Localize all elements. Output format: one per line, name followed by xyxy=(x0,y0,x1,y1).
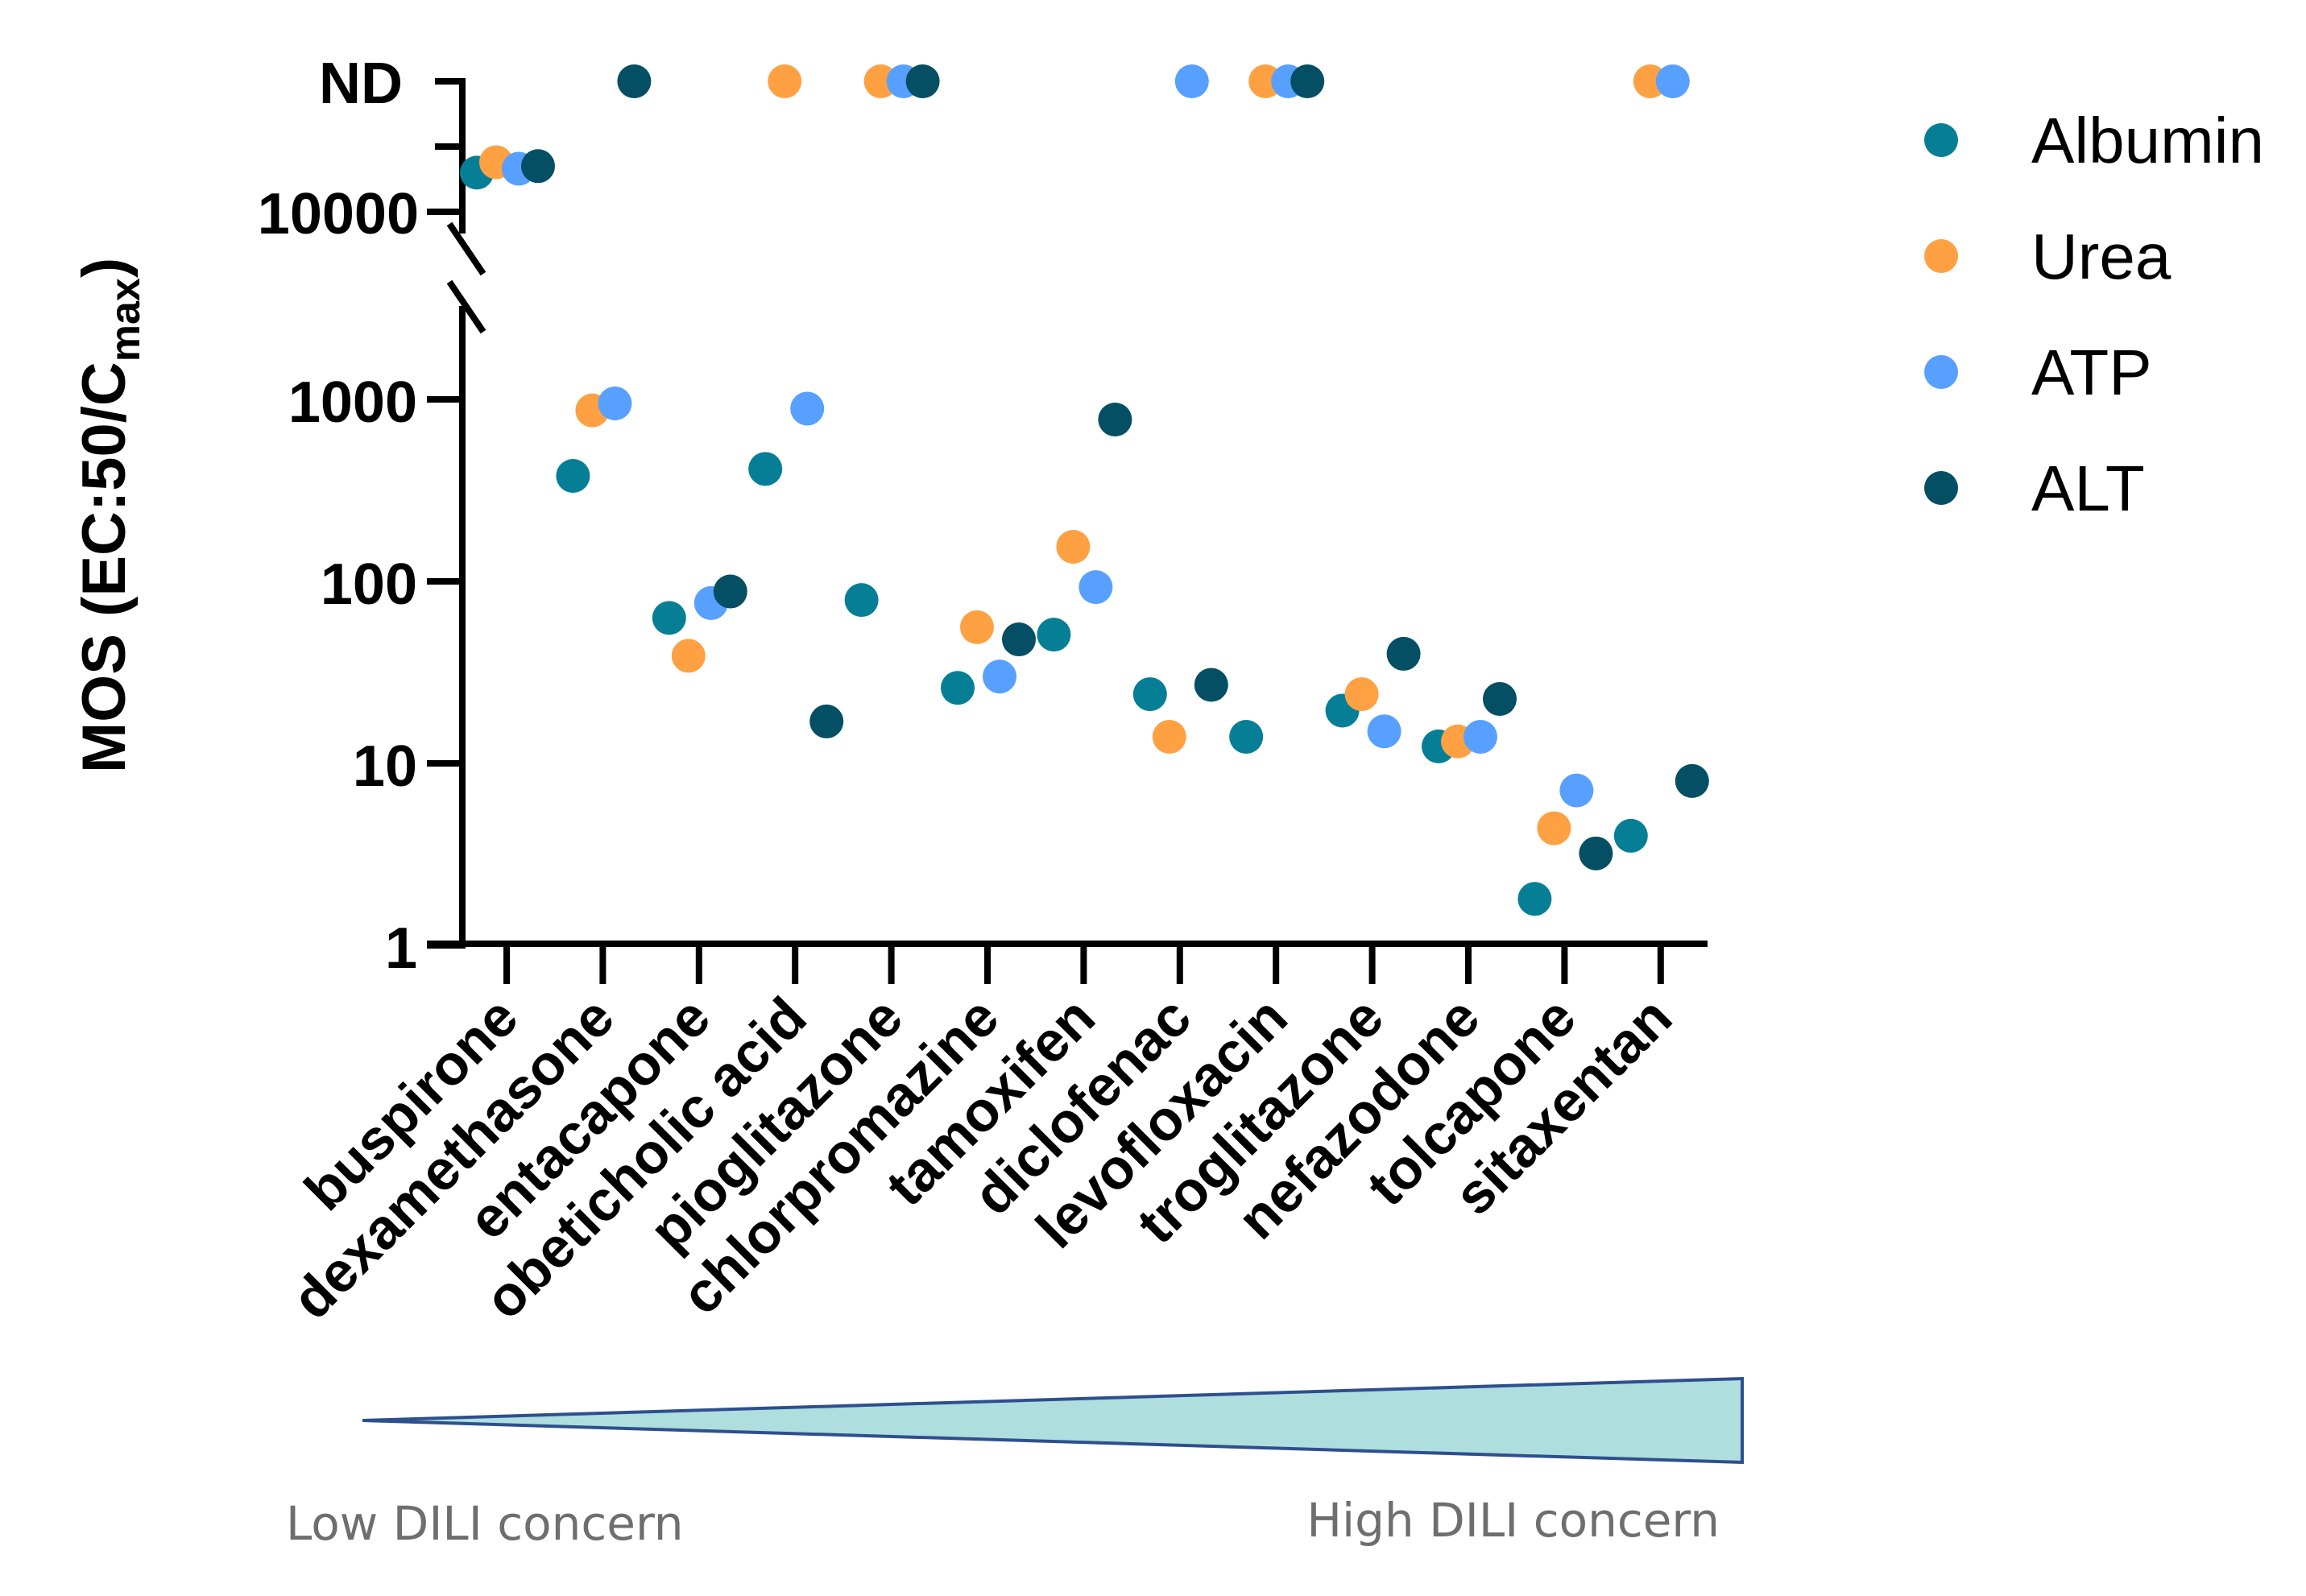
data-point-alt xyxy=(1579,836,1613,870)
legend-marker-albumin xyxy=(1924,123,1958,157)
axes xyxy=(427,78,1708,947)
legend-label-urea: Urea xyxy=(2031,221,2171,292)
data-point-alt xyxy=(617,64,652,98)
y-ticks: 1 10 100 1000 xyxy=(288,370,466,981)
y-tick-label-10000: 10000 xyxy=(258,182,419,246)
x-ticks: buspironedexamethasoneentacaponeobeticho… xyxy=(280,941,1683,1331)
y-tick-label: 10 xyxy=(353,734,417,799)
data-point-alt xyxy=(1483,681,1517,716)
upper-segment-labels: ND 10000 xyxy=(258,52,419,246)
data-point-alt xyxy=(1002,622,1036,657)
data-point-alt xyxy=(1290,64,1325,98)
data-point-albumin xyxy=(941,671,975,705)
legend-marker-atp xyxy=(1924,355,1958,389)
y-tick-label-nd: ND xyxy=(319,52,403,116)
low-dili-label: Low DILI concern xyxy=(286,1496,684,1551)
data-point-atp xyxy=(1174,64,1209,98)
data-point-albumin xyxy=(1132,677,1167,712)
legend-label-albumin: Albumin xyxy=(2031,105,2264,176)
data-point-alt xyxy=(1194,668,1228,702)
y-axis-label: MOS (EC:50/Cmax) xyxy=(70,258,149,773)
data-point-urea xyxy=(1537,811,1571,846)
data-point-alt xyxy=(809,704,844,738)
dili-concern-wedge xyxy=(362,1376,1744,1465)
data-point-albumin xyxy=(1229,719,1264,754)
y-tick-label: 100 xyxy=(321,552,417,617)
data-point-albumin xyxy=(1037,618,1071,652)
data-point-albumin xyxy=(1613,818,1648,853)
axis-break-mark-bottom xyxy=(446,279,486,334)
data-point-albumin xyxy=(556,458,590,493)
legend-label-alt: ALT xyxy=(2031,453,2145,524)
data-point-albumin xyxy=(652,601,686,635)
data-point-alt xyxy=(1386,636,1421,671)
legend: Albumin Urea ATP ALT xyxy=(1924,105,2264,524)
axis-break-mark-top xyxy=(446,221,486,276)
data-point-alt xyxy=(713,574,747,609)
data-point-atp xyxy=(1464,719,1497,754)
dili-concern-scale: Low DILI concern High DILI concern xyxy=(286,1376,1744,1551)
data-point-alt xyxy=(1675,763,1709,798)
data-point-atp xyxy=(598,387,632,421)
data-point-urea xyxy=(1056,529,1091,564)
y-tick-label: 1 xyxy=(385,916,417,981)
data-point-alt xyxy=(521,149,555,184)
data-point-atp xyxy=(1367,714,1401,749)
data-point-urea xyxy=(960,610,994,644)
data-points xyxy=(460,64,1709,916)
data-point-alt xyxy=(905,64,940,98)
data-point-albumin xyxy=(1517,882,1552,916)
data-point-urea xyxy=(1152,719,1186,754)
legend-marker-alt xyxy=(1924,471,1958,505)
data-point-atp xyxy=(1655,64,1690,98)
data-point-urea xyxy=(768,64,802,98)
y-tick-label: 1000 xyxy=(288,370,417,435)
data-point-atp xyxy=(983,659,1016,694)
data-point-alt xyxy=(1098,403,1132,437)
data-point-atp xyxy=(790,391,825,426)
legend-label-atp: ATP xyxy=(2031,337,2152,408)
data-point-albumin xyxy=(748,452,783,486)
data-point-atp xyxy=(1559,773,1594,808)
data-point-urea xyxy=(1344,677,1379,712)
data-point-albumin xyxy=(844,583,879,618)
legend-marker-urea xyxy=(1924,239,1958,273)
data-point-urea xyxy=(671,639,706,673)
high-dili-label: High DILI concern xyxy=(1306,1493,1720,1548)
data-point-atp xyxy=(1078,570,1113,605)
